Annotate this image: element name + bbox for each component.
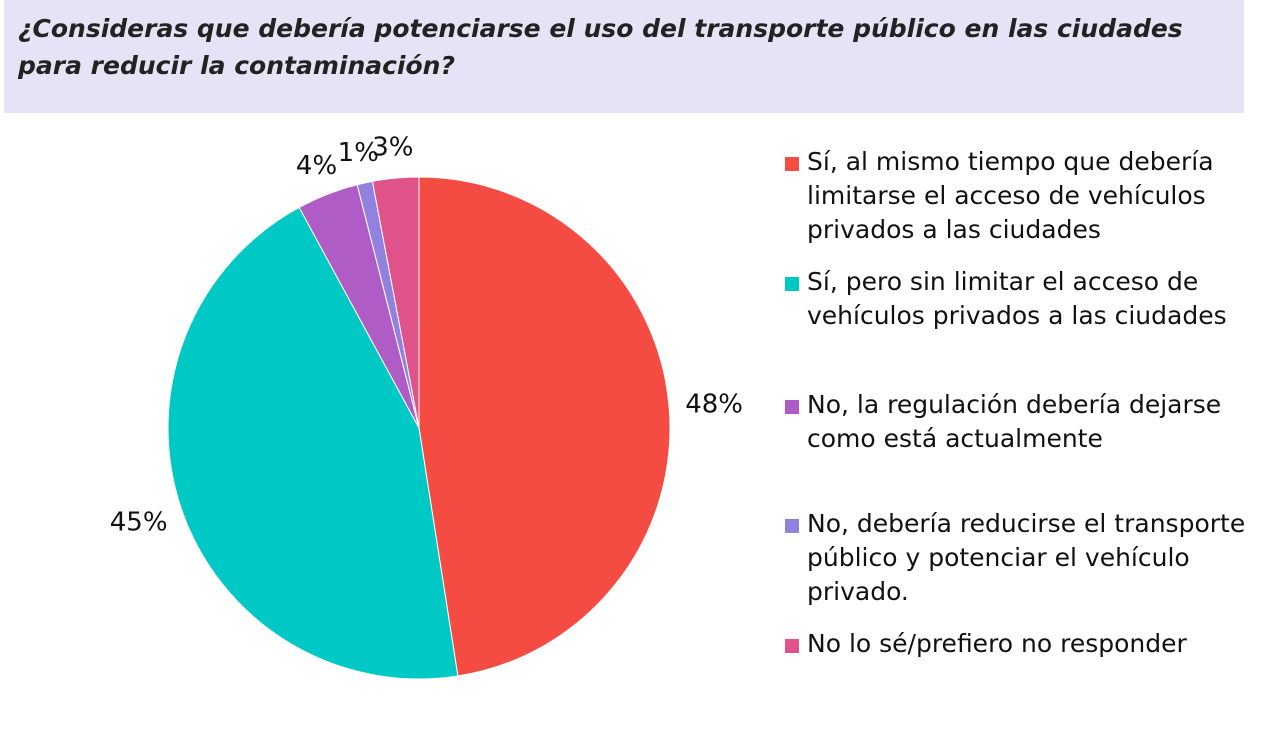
pie-slice — [371, 176, 420, 429]
legend-item: Sí, pero sin limitar el acceso de vehícu… — [785, 265, 1255, 333]
data-label: 45% — [110, 507, 168, 537]
title-box: ¿Consideras que debería potenciarse el u… — [4, 0, 1244, 113]
legend-swatch — [785, 157, 799, 171]
legend-swatch — [785, 519, 799, 533]
data-label: 1% — [338, 138, 379, 168]
legend-label: No, la regulación debería dejarse como e… — [807, 390, 1222, 453]
legend-item: No, la regulación debería dejarse como e… — [785, 388, 1255, 456]
data-label: 4% — [296, 151, 337, 181]
legend-swatch — [785, 277, 799, 291]
legend-swatch — [785, 639, 799, 653]
legend-swatch — [785, 400, 799, 414]
legend-item: Sí, al mismo tiempo que debería limitars… — [785, 145, 1255, 247]
chart-title: ¿Consideras que debería potenciarse el u… — [18, 14, 1183, 80]
pie-slice — [418, 176, 671, 677]
legend-item: No, debería reducirse el transporte públ… — [785, 507, 1255, 609]
legend-label: Sí, pero sin limitar el acceso de vehícu… — [807, 267, 1227, 330]
pie-slice — [167, 206, 459, 680]
data-label: 48% — [685, 390, 743, 420]
legend-label: Sí, al mismo tiempo que debería limitars… — [807, 147, 1214, 244]
data-label: 3% — [372, 133, 413, 163]
legend-label: No lo sé/prefiero no responder — [807, 629, 1187, 658]
legend-label: No, debería reducirse el transporte públ… — [807, 509, 1246, 606]
legend-item: No lo sé/prefiero no responder — [785, 627, 1255, 661]
